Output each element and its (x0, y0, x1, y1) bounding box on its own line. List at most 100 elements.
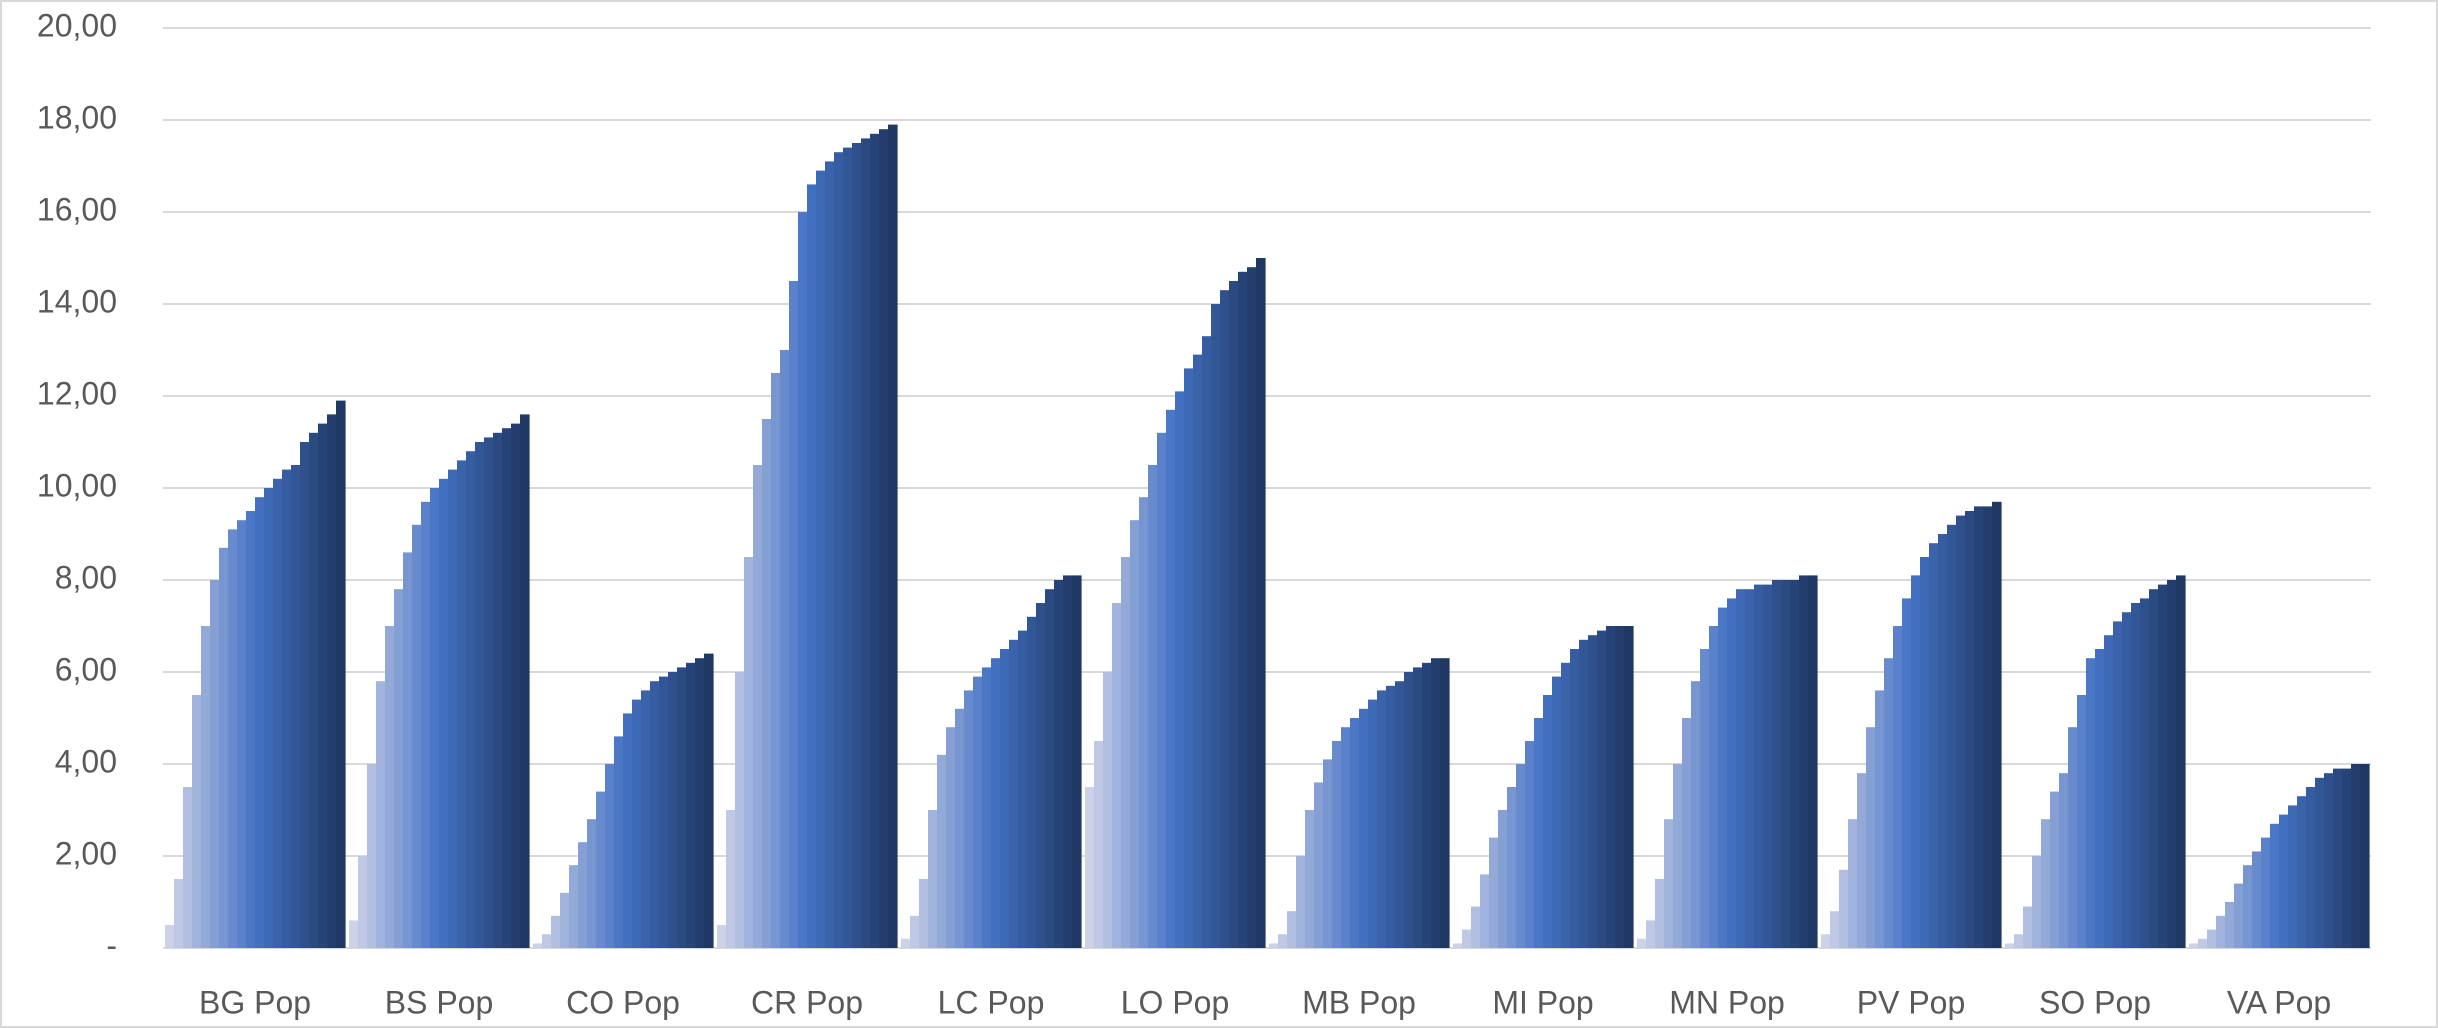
y-tick-label: 10,00 (37, 467, 117, 503)
bar (946, 727, 956, 948)
bar (2113, 621, 2123, 948)
bar (1507, 787, 1517, 948)
bar (1350, 718, 1360, 948)
bar (1453, 943, 1463, 948)
bar (1673, 764, 1683, 948)
bar (1175, 391, 1185, 948)
bar (605, 764, 615, 948)
bar (1103, 672, 1113, 948)
bar (2059, 773, 2069, 948)
bar (2252, 851, 2262, 948)
bar (421, 501, 431, 948)
bar (2176, 575, 2186, 948)
bar (2149, 589, 2159, 948)
bar (641, 690, 651, 948)
bar (2014, 934, 2024, 948)
bar (1462, 929, 1472, 948)
bar (1431, 658, 1441, 948)
bar (1516, 764, 1526, 948)
x-tick-label: CR Pop (751, 984, 863, 1020)
bar (870, 133, 880, 949)
bar (1278, 934, 1288, 948)
y-tick-label: 6,00 (55, 651, 117, 687)
bar (412, 524, 422, 948)
bar (1682, 718, 1692, 948)
y-tick-label: - (106, 927, 117, 963)
bar (466, 451, 476, 948)
bar (403, 552, 413, 948)
x-tick-label: LC Pop (938, 984, 1045, 1020)
bar (955, 708, 965, 948)
bar (1965, 511, 1975, 948)
bar (1772, 580, 1782, 948)
bar (2351, 764, 2361, 948)
bar (1404, 672, 1414, 948)
bar (1525, 741, 1535, 948)
bar (2032, 856, 2042, 948)
bar (807, 184, 817, 948)
bar (816, 170, 826, 949)
bar (1821, 934, 1831, 948)
x-tick-label: LO Pop (1121, 984, 1230, 1020)
bar (1000, 649, 1010, 948)
bar (475, 442, 485, 948)
bar (2189, 943, 2199, 948)
bar (1579, 639, 1589, 948)
bar (771, 373, 781, 948)
bar (551, 915, 561, 948)
bar (385, 626, 395, 948)
bar (2297, 796, 2307, 948)
bar (1166, 409, 1176, 948)
bar (349, 920, 359, 948)
bar (1552, 676, 1562, 948)
bar (1884, 658, 1894, 948)
x-tick-label: VA Pop (2227, 984, 2331, 1020)
bar (587, 819, 597, 948)
bar (1799, 575, 1809, 948)
bar (1534, 718, 1544, 948)
bar (1543, 695, 1553, 948)
bar (1045, 589, 1055, 948)
x-tick-label: SO Pop (2039, 984, 2151, 1020)
bar (910, 915, 920, 948)
bar (650, 681, 660, 948)
bar (336, 400, 346, 949)
bar (367, 764, 377, 948)
bar (1256, 258, 1266, 948)
bar (1839, 869, 1849, 948)
bar (2333, 768, 2343, 948)
bar (1700, 649, 1710, 948)
bar (358, 856, 368, 948)
bar (1718, 607, 1728, 948)
bar (1561, 662, 1571, 948)
bar (448, 469, 458, 948)
bar (1027, 616, 1037, 948)
bar (1193, 354, 1203, 949)
bar (1139, 497, 1149, 948)
bar (1323, 759, 1333, 948)
bar (560, 892, 570, 948)
bar (614, 736, 624, 948)
bar (2207, 929, 2217, 948)
bar (1359, 708, 1369, 948)
bar (1377, 690, 1387, 948)
bar (219, 547, 229, 948)
bar (1422, 662, 1432, 948)
bar (1498, 810, 1508, 948)
x-tick-label: MN Pop (1669, 984, 1785, 1020)
bar (1314, 782, 1324, 948)
bar (1148, 465, 1158, 948)
x-tick-label: MI Pop (1492, 984, 1593, 1020)
bar (1763, 584, 1773, 948)
bar (1489, 837, 1499, 948)
bar (1691, 681, 1701, 948)
bar (1727, 598, 1737, 948)
bar (1637, 938, 1647, 948)
bar (309, 432, 319, 948)
bar (2270, 823, 2280, 948)
bar (1848, 819, 1858, 948)
bar (2068, 727, 2078, 948)
x-tick-label: PV Pop (1857, 984, 1966, 1020)
